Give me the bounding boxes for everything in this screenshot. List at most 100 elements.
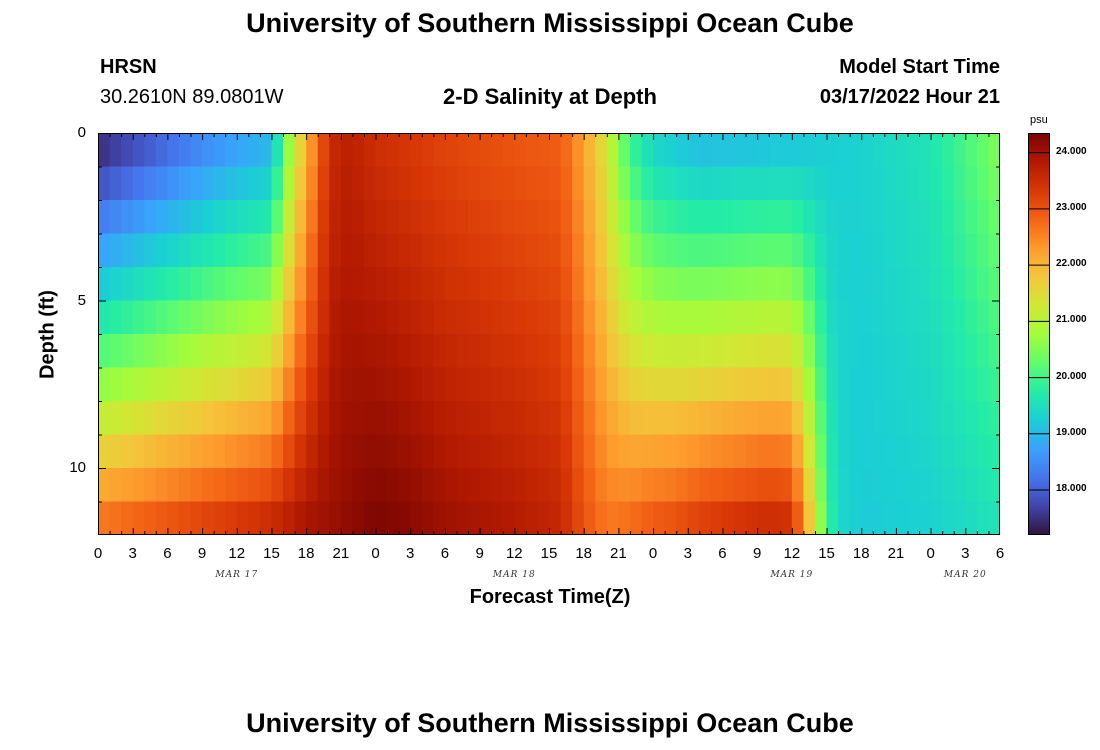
heatmap-cell: [259, 267, 273, 302]
heatmap-cell: [121, 501, 134, 535]
heatmap-cell: [271, 233, 284, 268]
heatmap-cell: [595, 233, 608, 268]
heatmap-cell: [352, 300, 365, 335]
heatmap-cell: [606, 233, 619, 268]
heatmap-cell: [410, 367, 423, 402]
heatmap-cell: [629, 166, 643, 201]
heatmap-cell: [340, 334, 354, 369]
heatmap-cell: [468, 300, 481, 335]
heatmap-cell: [329, 267, 342, 302]
heatmap-cell: [849, 166, 862, 201]
heatmap-cell: [976, 434, 990, 469]
heatmap-cell: [814, 468, 828, 503]
heatmap-cell: [329, 233, 342, 268]
heatmap-cell: [121, 401, 134, 436]
y-tick-label: 5: [77, 291, 86, 309]
heatmap-cell: [202, 434, 215, 469]
heatmap-cell: [294, 434, 307, 469]
heatmap-cell: [919, 133, 932, 168]
heatmap-cell: [722, 300, 735, 335]
heatmap-cell: [352, 501, 365, 535]
heatmap-cell: [734, 300, 747, 335]
heatmap-cell: [838, 501, 851, 535]
heatmap-cell: [109, 401, 122, 436]
heatmap-cell: [653, 334, 666, 369]
chart-title: 2-D Salinity at Depth: [443, 84, 657, 109]
x-tick-label: 15: [540, 545, 558, 562]
heatmap-cell: [745, 501, 758, 535]
heatmap-cell: [780, 401, 793, 436]
heatmap-cell: [259, 300, 273, 335]
heatmap-cell: [722, 334, 735, 369]
heatmap-cell: [791, 367, 805, 402]
heatmap-cell: [895, 166, 909, 201]
heatmap-cell: [572, 200, 585, 235]
heatmap-cell: [317, 334, 330, 369]
heatmap-cell: [479, 233, 492, 268]
heatmap-cell: [410, 401, 423, 436]
heatmap-cell: [537, 367, 550, 402]
colorbar: [1028, 133, 1050, 535]
heatmap-cell: [791, 200, 805, 235]
heatmap-cell: [236, 267, 249, 302]
x-date-label: MAR 19: [770, 570, 814, 580]
model-start-label: Model Start Time: [839, 56, 1000, 78]
heatmap-cell: [549, 334, 562, 369]
heatmap-cell: [468, 133, 481, 168]
heatmap-cell: [283, 501, 296, 535]
heatmap-cell: [317, 401, 330, 436]
heatmap-cell: [433, 401, 446, 436]
heatmap-cell: [352, 267, 365, 302]
heatmap-cell: [838, 401, 851, 436]
heatmap-cell: [468, 267, 481, 302]
heatmap-cell: [919, 401, 932, 436]
heatmap-cell: [167, 501, 180, 535]
heatmap-cell: [826, 401, 839, 436]
heatmap-cell: [248, 468, 261, 503]
heatmap-cell: [606, 501, 619, 535]
heatmap-cell: [537, 501, 550, 535]
heatmap-cell: [259, 468, 273, 503]
heatmap-cell: [213, 501, 226, 535]
heatmap-cell: [757, 434, 770, 469]
x-tick-label: 0: [648, 545, 658, 562]
colorbar-frame: [1028, 133, 1050, 535]
heatmap-cell: [271, 200, 284, 235]
heatmap-cell: [641, 200, 654, 235]
heatmap-cell: [895, 367, 909, 402]
heatmap-cell: [757, 501, 770, 535]
heatmap-cell: [734, 166, 747, 201]
heatmap-cell: [757, 468, 770, 503]
x-tick-label: 12: [228, 545, 246, 562]
heatmap-cell: [687, 501, 700, 535]
heatmap-cell: [329, 501, 342, 535]
heatmap-cell: [283, 133, 296, 168]
heatmap-cell: [814, 166, 828, 201]
heatmap-cell: [664, 367, 677, 402]
heatmap-cell: [734, 267, 747, 302]
heatmap-cell: [167, 200, 180, 235]
heatmap-cell: [560, 200, 573, 235]
heatmap-cell: [560, 300, 573, 335]
heatmap-cell: [190, 133, 203, 168]
heatmap-cell: [791, 334, 805, 369]
heatmap-cell: [340, 468, 354, 503]
heatmap-cell: [225, 501, 238, 535]
heatmap-cell: [988, 367, 1000, 402]
heatmap-cell: [502, 434, 515, 469]
heatmap-cell: [907, 233, 920, 268]
heatmap-cell: [930, 367, 943, 402]
heatmap-cell: [687, 434, 700, 469]
heatmap-cell: [259, 133, 273, 168]
heatmap-cell: [363, 166, 377, 201]
heatmap-cell: [387, 133, 400, 168]
heatmap-cell: [236, 133, 249, 168]
heatmap-cell: [178, 166, 192, 201]
heatmap-cell: [375, 166, 388, 201]
heatmap-cell: [618, 401, 631, 436]
heatmap-cell: [387, 468, 400, 503]
heatmap-cell: [919, 200, 932, 235]
heatmap-cell: [398, 133, 411, 168]
heatmap-cell: [722, 200, 735, 235]
heatmap-cell: [144, 401, 157, 436]
